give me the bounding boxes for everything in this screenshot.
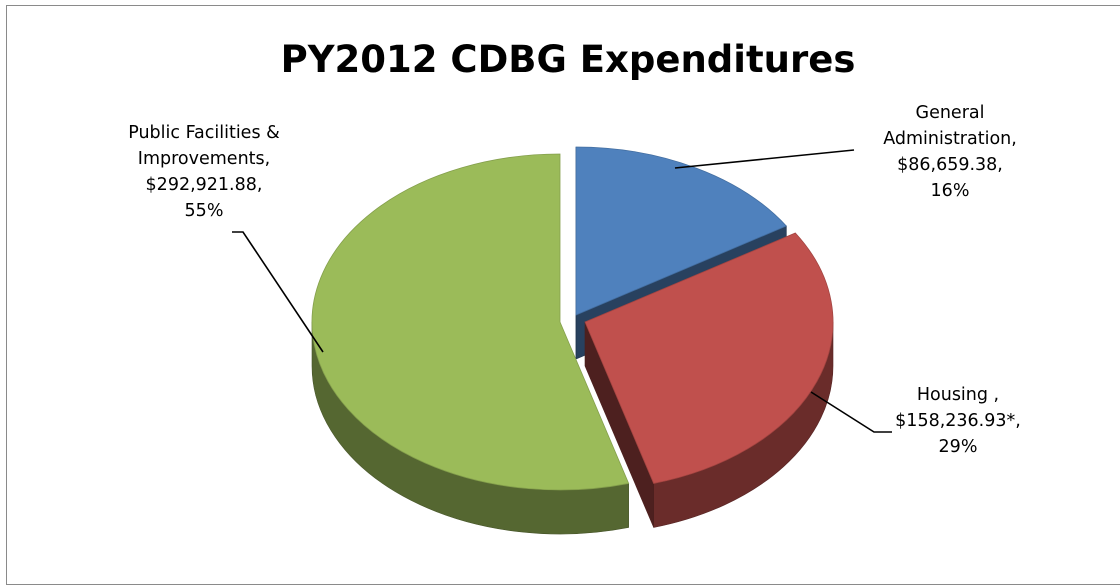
leader-line-2 bbox=[232, 231, 324, 353]
data-label-line: $86,659.38, bbox=[897, 155, 1003, 175]
data-labels: General Administration, $86,659.38, 16% Hous… bbox=[128, 103, 1021, 457]
slice-general-administration bbox=[575, 146, 788, 316]
data-label-line: $292,921.88, bbox=[146, 175, 263, 195]
data-label-0: General Administration, $86,659.38, 16% bbox=[883, 103, 1017, 201]
data-label-line: Public Facilities & bbox=[128, 123, 280, 143]
data-label-line: 16% bbox=[931, 181, 970, 201]
leader-line-0 bbox=[674, 149, 855, 169]
data-label-line: Administration, bbox=[883, 129, 1017, 149]
chart-title: PY2012 CDBG Expenditures bbox=[281, 38, 856, 81]
data-label-1: Housing , $158,236.93*, 29% bbox=[895, 385, 1021, 457]
data-label-line: 55% bbox=[185, 201, 224, 221]
data-label-line: $158,236.93*, bbox=[895, 411, 1021, 431]
data-label-line: Housing , bbox=[917, 385, 999, 405]
data-label-2: Public Facilities & Improvements, $292,921… bbox=[128, 123, 280, 221]
slice-public-facilities-improvements bbox=[311, 153, 630, 491]
data-label-line: General bbox=[916, 103, 985, 123]
leader-line-1 bbox=[810, 391, 892, 433]
slice-housing bbox=[584, 232, 834, 484]
pie-tops bbox=[311, 146, 834, 491]
leader-lines bbox=[232, 149, 892, 433]
data-label-line: Improvements, bbox=[138, 149, 270, 169]
data-label-line: 29% bbox=[939, 437, 978, 457]
